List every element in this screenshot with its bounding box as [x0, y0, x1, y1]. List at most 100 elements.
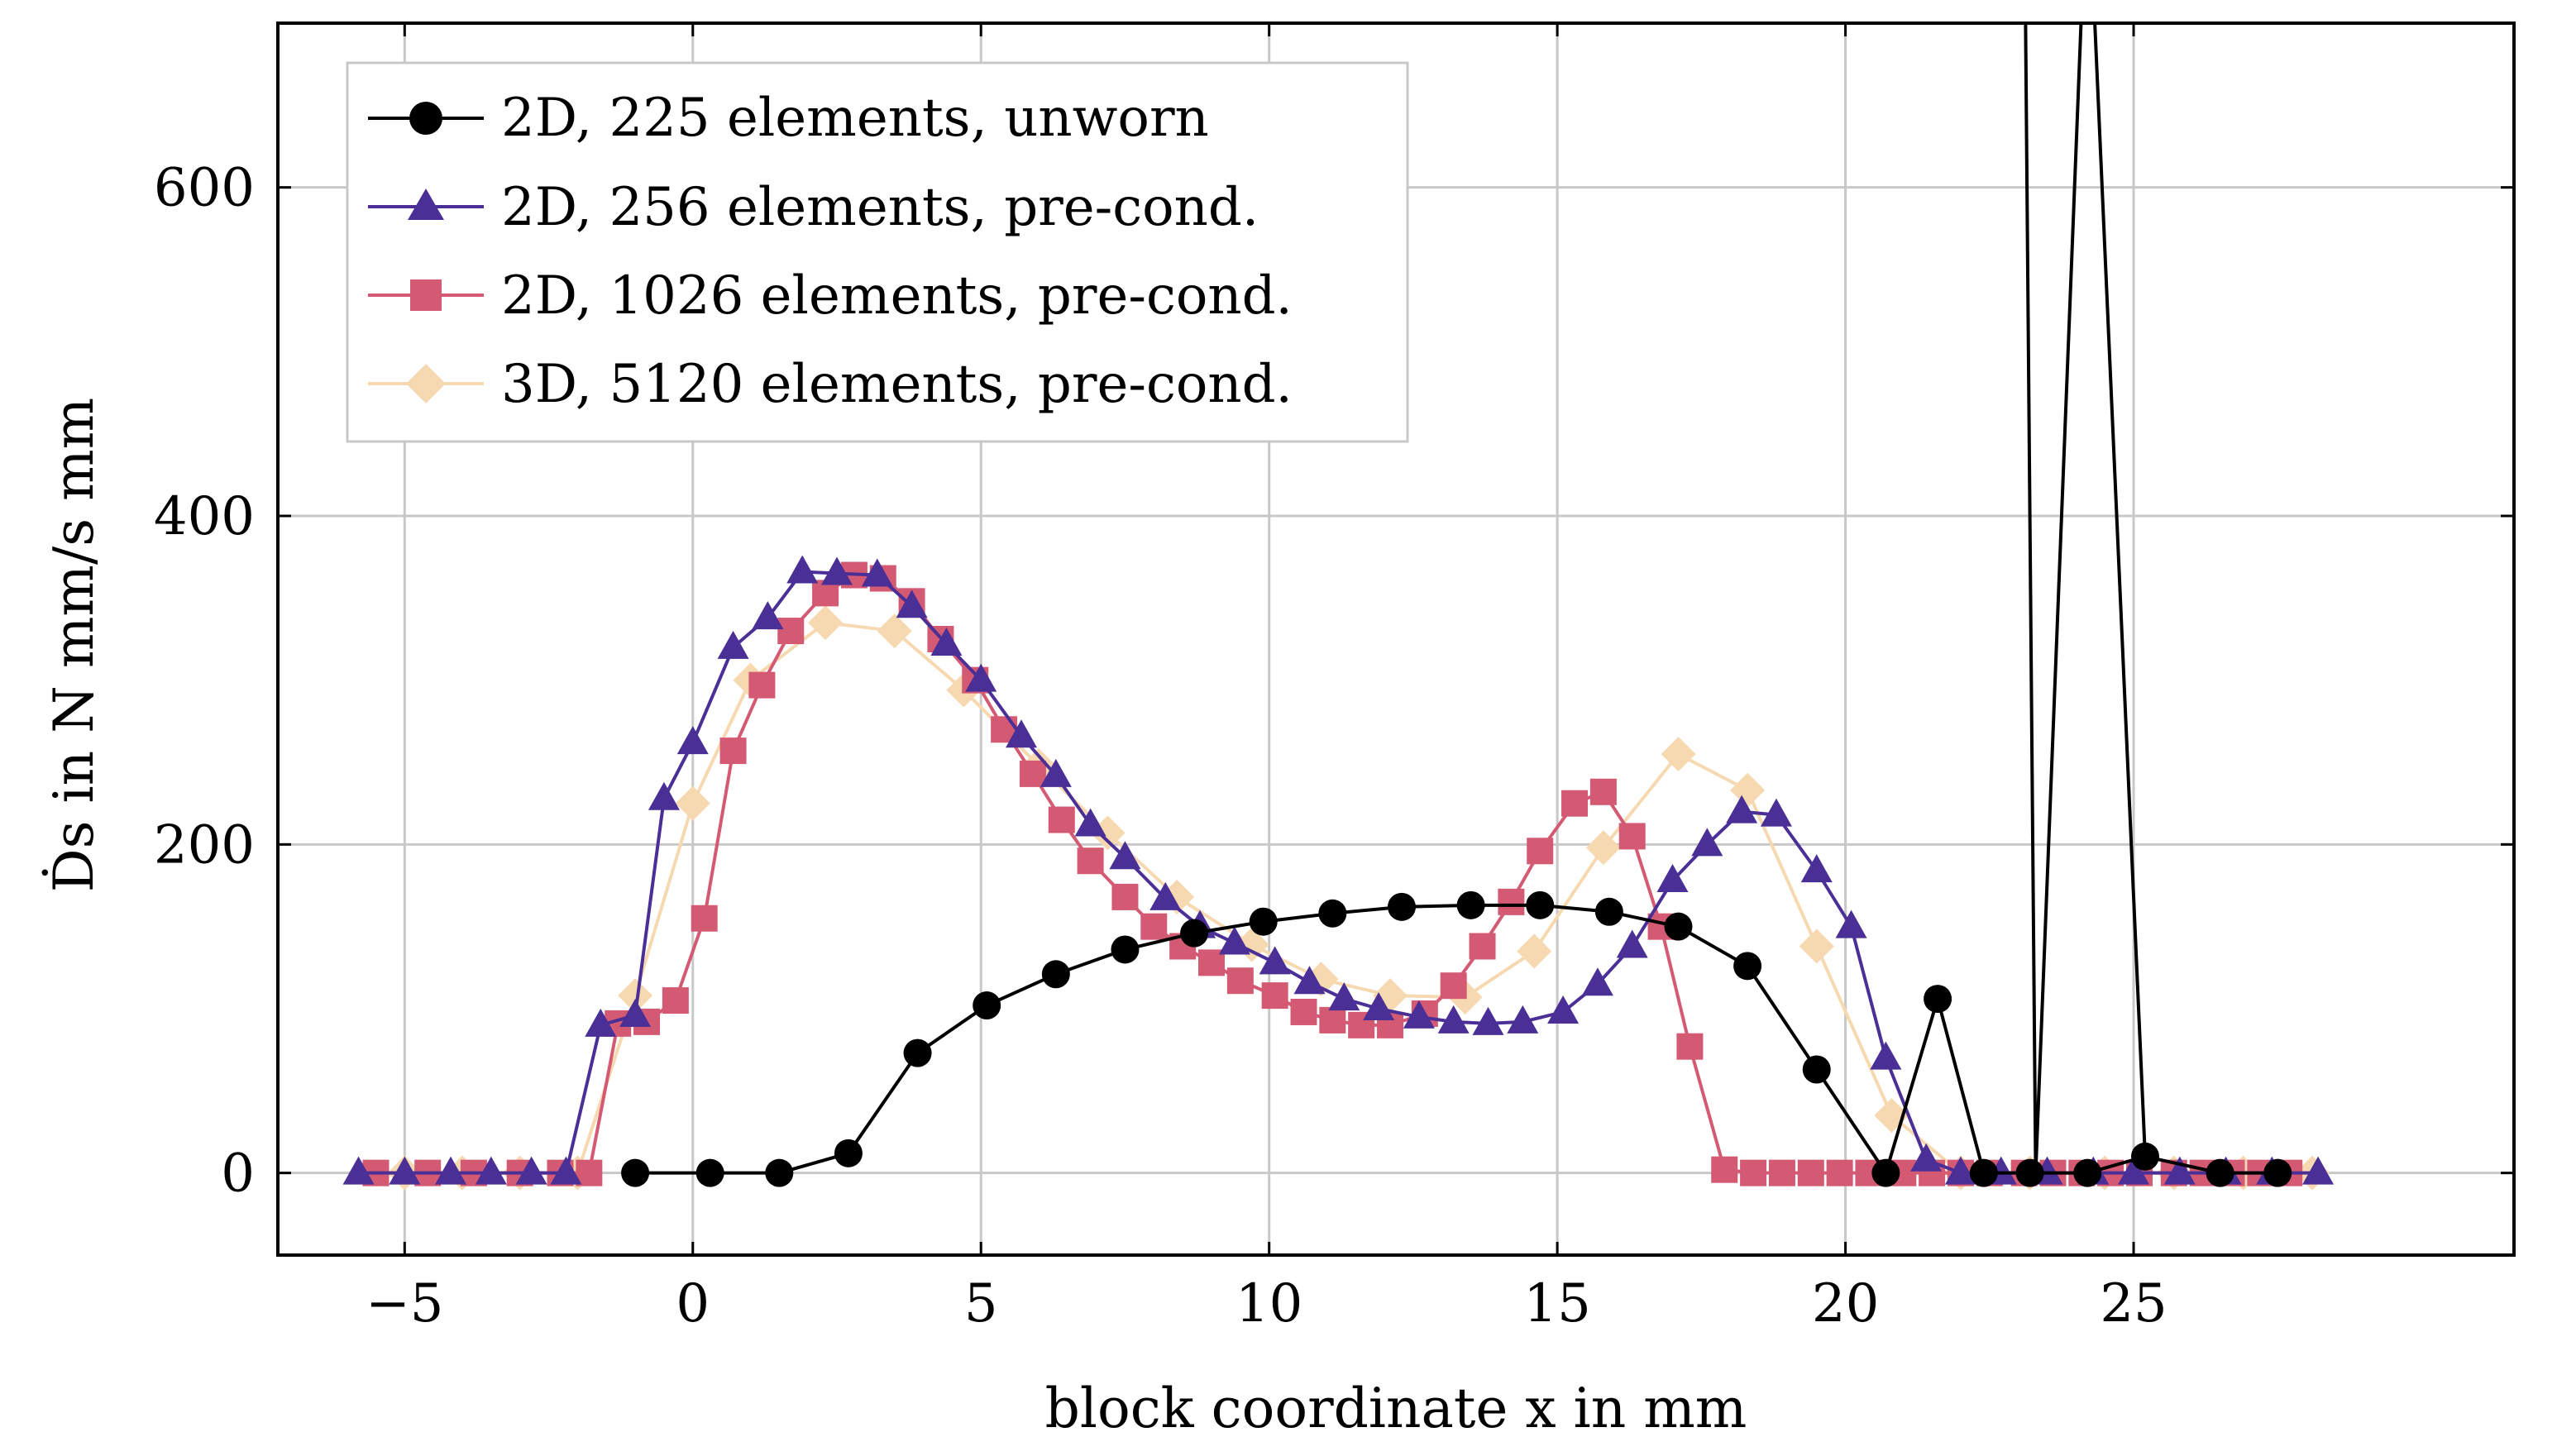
legend-entry-1026: 2D, 1026 elements, pre-cond. [368, 265, 1293, 327]
data-point-square [1226, 967, 1254, 995]
data-point-triangle [896, 590, 928, 618]
data-point-square [1469, 933, 1496, 960]
data-point-circle [1733, 952, 1762, 981]
series-0 [621, 23, 2292, 1187]
data-point-square [1261, 982, 1288, 1010]
y-tick-label: 0 [221, 1143, 255, 1205]
data-point-square [1527, 838, 1554, 865]
y-tick-label: 200 [154, 814, 255, 876]
data-point-diamond [1517, 933, 1552, 969]
data-point-square [1740, 1159, 1767, 1186]
data-point-triangle [1616, 929, 1648, 958]
legend-label: 3D, 5120 elements, pre-cond. [501, 354, 1293, 415]
data-point-circle [1318, 899, 1347, 928]
data-point-triangle [1006, 719, 1038, 748]
data-point-circle [1924, 985, 1952, 1014]
series-line [635, 903, 2278, 1175]
data-point-circle [973, 991, 1001, 1020]
data-point-triangle [1437, 1005, 1470, 1034]
legend-entry-3d: 3D, 5120 elements, pre-cond. [368, 354, 1293, 415]
data-point-triangle [435, 1156, 467, 1185]
data-point-square [1711, 1156, 1738, 1183]
data-point-circle [834, 1139, 863, 1167]
data-point-square [1440, 972, 1467, 1000]
data-point-circle [1594, 897, 1623, 926]
legend-box [346, 61, 1409, 443]
data-point-circle [1526, 890, 1555, 919]
data-point-triangle [1944, 1156, 1976, 1185]
series-line [358, 570, 2319, 1175]
data-point-triangle [676, 726, 709, 755]
data-point-square [1826, 1159, 1853, 1186]
legend-entry-unworn: 2D, 225 elements, unworn [368, 88, 1209, 149]
data-point-triangle [1259, 946, 1291, 975]
data-point-circle [1456, 890, 1485, 919]
data-point-circle [1249, 907, 1278, 936]
data-point-triangle [1760, 798, 1792, 827]
data-point-diamond [618, 978, 653, 1014]
data-point-diamond [1585, 830, 1621, 866]
legend-marker-circle [409, 102, 442, 135]
data-point-square [1111, 883, 1139, 910]
data-point-triangle [648, 781, 680, 810]
x-tick-label: 10 [1235, 1273, 1302, 1334]
data-point-triangle [475, 1156, 507, 1185]
x-axis-title: block coordinate x in mm [1045, 1377, 1747, 1440]
data-point-triangle [752, 601, 784, 630]
data-point-circle [1387, 892, 1416, 921]
legend: 2D, 225 elements, unworn 2D, 256 element… [346, 61, 1409, 443]
x-tick-label: 15 [1523, 1273, 1590, 1334]
data-point-square [1077, 847, 1104, 875]
data-point-circle [903, 1038, 932, 1067]
data-point-square [576, 1159, 603, 1186]
data-point-diamond [877, 613, 912, 649]
data-point-triangle [2118, 1156, 2150, 1185]
data-point-triangle [861, 558, 893, 587]
data-point-square [719, 738, 747, 765]
x-tick-label: −5 [366, 1273, 443, 1334]
data-point-triangle [1547, 995, 1580, 1024]
plot-border [276, 21, 2516, 1257]
data-point-square [691, 905, 718, 932]
legend-label: 2D, 225 elements, unworn [501, 88, 1209, 149]
y-tick-label: 600 [154, 158, 255, 219]
data-point-diamond [1730, 772, 1766, 808]
data-point-triangle [1074, 808, 1106, 837]
data-point-triangle [1472, 1006, 1504, 1035]
data-point-circle [2263, 1158, 2292, 1187]
data-point-triangle [389, 1156, 421, 1185]
data-point-triangle [515, 1156, 547, 1185]
data-point-triangle [930, 627, 963, 656]
legend-entry-256: 2D, 256 elements, pre-cond. [368, 177, 1259, 238]
data-point-circle [2206, 1158, 2234, 1187]
data-point-triangle [786, 555, 819, 584]
data-point-circle [765, 1158, 794, 1187]
data-point-circle [695, 1158, 724, 1187]
legend-marker-triangle [408, 189, 444, 220]
data-point-diamond [1799, 928, 1834, 964]
data-point-square [1019, 760, 1046, 787]
data-point-triangle [1581, 967, 1613, 996]
data-point-triangle [1726, 795, 1758, 823]
data-point-circle [2073, 1158, 2102, 1187]
data-point-triangle [1835, 909, 1867, 938]
data-point-triangle [2302, 1156, 2335, 1185]
data-point-triangle [1363, 992, 1395, 1020]
data-point-square [1319, 1006, 1346, 1034]
data-point-square [1561, 790, 1589, 817]
data-point-square [1048, 806, 1075, 833]
data-point-circle [1664, 912, 1693, 941]
data-point-triangle [1656, 864, 1689, 893]
legend-label: 2D, 256 elements, pre-cond. [501, 177, 1259, 238]
data-point-square [777, 618, 805, 645]
series-line [375, 573, 2290, 1175]
legend-label: 2D, 1026 elements, pre-cond. [501, 265, 1293, 327]
data-point-square [1797, 1159, 1824, 1186]
data-point-triangle [965, 663, 997, 692]
series-line [404, 621, 2313, 1175]
data-point-square [1498, 888, 1525, 915]
data-point-triangle [1403, 1000, 1435, 1029]
data-point-diamond [675, 785, 710, 821]
data-point-triangle [1040, 758, 1072, 787]
data-point-square [1589, 778, 1617, 805]
